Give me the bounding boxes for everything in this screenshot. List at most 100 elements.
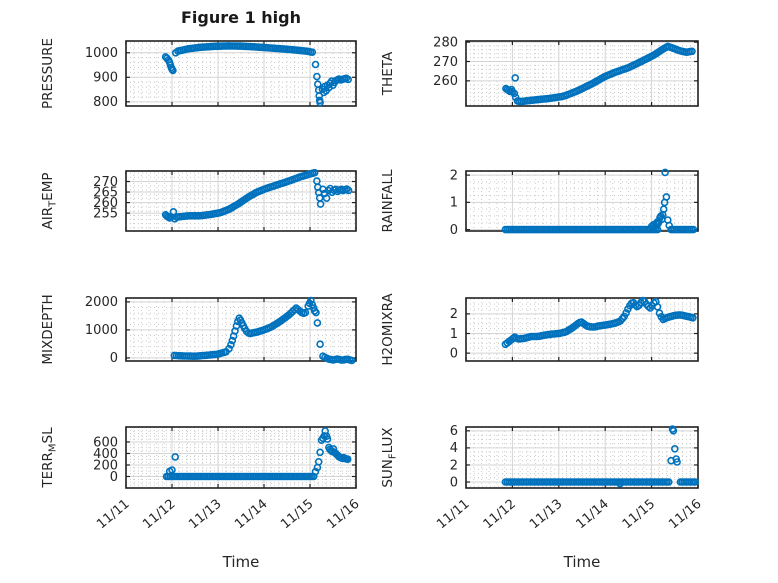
subplot-rainfall: 0 1 2 RAINFALL [380, 168, 699, 238]
data-point [316, 200, 325, 208]
y-tick-label: 255 [93, 206, 118, 221]
data-point [322, 194, 331, 203]
data-point [232, 322, 241, 330]
data-point [508, 87, 517, 96]
data-point [313, 80, 322, 89]
data-point [314, 457, 323, 466]
data-point [661, 168, 669, 177]
y-tick-label: 265 [93, 185, 118, 200]
y-tick-label: 6 [450, 424, 458, 439]
x-tick-label: 11/11 [434, 497, 472, 533]
tick-marks [465, 41, 699, 106]
data-point [691, 478, 700, 486]
x-tick-label: 11/14 [573, 497, 611, 533]
data-markers [502, 42, 696, 106]
y-tick-label: 0 [450, 223, 458, 238]
data-point [313, 319, 322, 327]
y-tick-label: 260 [433, 74, 458, 89]
y-tick-label: 2000 [85, 295, 118, 310]
y-tick-label: 0 [450, 346, 458, 361]
x-axis-label-right: Time [563, 553, 601, 571]
subplot-mixdepth: 0 1000 2000 MIXDEPTH [40, 294, 357, 366]
data-point [323, 435, 332, 443]
y-tick-label: 4 [450, 441, 458, 456]
subplot-h2omixra: 0 1 2 H2OMIXRA [380, 293, 699, 366]
y-tick-label: 1000 [85, 46, 118, 61]
y-tick-label: 800 [93, 95, 118, 110]
subplot-pressure: 800 900 1000 PRESSURE [40, 38, 357, 110]
data-point [307, 296, 315, 305]
data-point [616, 479, 624, 488]
axes-box [465, 426, 699, 489]
data-point [688, 47, 696, 56]
minor-gridlines [466, 427, 698, 488]
y-tick-label: 2 [450, 307, 458, 322]
data-point [669, 427, 678, 435]
y-axis-label: TERRMSL [40, 427, 59, 489]
y-axis-label: THETA [380, 51, 396, 96]
data-markers [161, 168, 353, 223]
data-point [622, 309, 630, 317]
x-tick-label: 11/11 [94, 497, 132, 533]
data-point [653, 302, 662, 311]
data-point [689, 225, 698, 234]
data-point [311, 467, 320, 476]
data-point [670, 444, 679, 453]
data-point [673, 458, 681, 466]
data-point [348, 356, 356, 365]
y-tick-label: 200 [93, 458, 118, 473]
y-axis-label: RAINFALL [380, 169, 396, 232]
minor-gridlines [126, 298, 356, 361]
y-tick-label: 600 [93, 435, 118, 450]
data-point [644, 302, 653, 311]
figure-title: Figure 1 high [181, 8, 301, 27]
data-point [301, 308, 310, 317]
data-markers [501, 425, 700, 488]
y-axis-label: SUNFLUX [380, 427, 399, 487]
data-point [344, 186, 353, 195]
data-point [227, 340, 235, 349]
tick-marks [125, 427, 357, 488]
data-point [169, 207, 178, 216]
x-tick-label: 11/12 [481, 497, 519, 533]
axes-box [465, 297, 699, 362]
y-tick-label: 2 [450, 168, 458, 183]
x-axis-label-left: Time [222, 553, 260, 571]
x-tick-label: 11/12 [140, 497, 178, 533]
y-tick-label: 900 [93, 71, 118, 86]
minor-gridlines [466, 298, 698, 361]
data-point [311, 60, 320, 69]
minor-gridlines [126, 41, 356, 106]
data-point [659, 205, 668, 214]
y-axis-label: MIXDEPTH [40, 294, 56, 364]
x-tick-label: 11/13 [186, 497, 224, 533]
y-tick-label: 270 [433, 55, 458, 70]
major-gridlines [126, 298, 356, 361]
y-tick-label: 2 [450, 458, 458, 473]
x-tick-label: 11/14 [232, 497, 270, 533]
data-point [343, 455, 352, 464]
axes-box [125, 40, 357, 107]
data-point [316, 98, 324, 107]
axes-box [125, 170, 357, 232]
y-tick-label: 1 [450, 327, 458, 342]
data-point [168, 466, 176, 474]
data-point [169, 66, 177, 75]
y-tick-label: 0 [110, 470, 118, 485]
minor-gridlines [466, 171, 698, 231]
x-tick-label: 11/15 [620, 497, 658, 533]
tick-marks [125, 298, 357, 361]
y-tick-label: 0 [450, 475, 458, 490]
data-point [228, 336, 237, 345]
data-point [662, 193, 671, 201]
data-point [316, 340, 324, 349]
data-point [665, 221, 674, 230]
data-point [313, 72, 321, 81]
data-point [689, 313, 697, 322]
axes-box [465, 40, 699, 107]
data-markers [501, 296, 697, 349]
y-tick-label: 280 [433, 35, 458, 50]
data-markers [170, 296, 356, 365]
y-tick-label: 0 [110, 351, 118, 366]
